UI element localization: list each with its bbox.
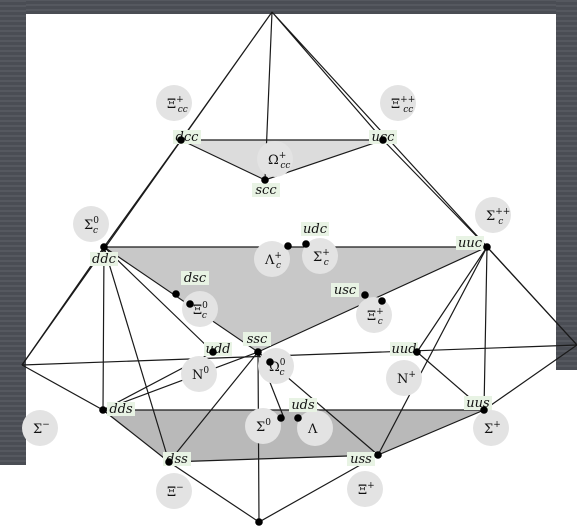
hadron-label-Lambda_c_plus: Λ+ c <box>264 251 282 271</box>
quark-label-uds: uds <box>291 398 315 413</box>
quark-label-ssc: ssc <box>247 332 268 347</box>
hadron-label-Xi_plus: Ξ+ <box>358 481 375 498</box>
dark-background-right <box>556 0 577 370</box>
dark-background-top <box>0 0 577 14</box>
quark-label-udd: udd <box>205 342 230 357</box>
vertex-dot <box>374 451 382 459</box>
vertex-dot <box>379 136 387 144</box>
label-bg-uss <box>347 452 375 466</box>
bubble-Xi_c_zero <box>182 291 218 327</box>
dark-background-left <box>0 0 26 465</box>
hadron-label-Sigma_c_zero: Σ0 c <box>84 216 99 236</box>
bubble-Xi_cc_plus <box>156 85 192 121</box>
vertex-dot <box>172 290 180 298</box>
vertex-dot <box>186 300 194 308</box>
quark-label-scc: scc <box>255 183 277 198</box>
quark-label-usc: usc <box>334 283 357 298</box>
label-bg-ddc <box>90 252 118 266</box>
vertex-dot <box>100 243 108 251</box>
label-bg-usc <box>331 283 359 297</box>
quark-label-ddc: ddc <box>92 252 117 267</box>
bubble-Lambda <box>297 410 333 446</box>
bubble-N_zero <box>181 356 217 392</box>
vertex-dot <box>302 240 310 248</box>
vertex-dot <box>284 242 292 250</box>
bubble-Xi_plus <box>347 471 383 507</box>
vertex-dot <box>254 348 262 356</box>
vertex-dot <box>177 136 185 144</box>
bubble-Sigma_c_plusplus <box>475 197 511 233</box>
bubble-Xi_cc_plusplus <box>380 85 416 121</box>
vertex-dot <box>413 348 421 356</box>
quark-label-uss: uss <box>350 452 372 467</box>
bubble-Xi_minus <box>156 473 192 509</box>
bubble-Lambda_c_plus <box>254 241 290 277</box>
bubble-Sigma_c_plus <box>302 238 338 274</box>
hadron-label-Sigma_minus: Σ− <box>33 420 50 437</box>
hadron-bubbles <box>22 85 511 509</box>
hadron-label-Sigma_c_plusplus: Σ++ c <box>486 207 510 227</box>
label-bg-uuc <box>456 236 484 250</box>
vertex-dot <box>255 518 263 526</box>
quark-label-uud: uud <box>391 342 416 357</box>
label-bg-dsc <box>181 271 209 285</box>
hadron-labels: Ξ+ cc Ξ++ cc Ω+ cc Σ0 c Σ++ c Λ+ c Σ+ c Ξ0 c Ξ+ c Ω0 c N0 N+ Σ… <box>33 95 510 500</box>
label-bg-uud <box>390 342 418 356</box>
middle-plane <box>104 247 487 352</box>
vertex-dot <box>277 414 285 422</box>
bubble-Omega_cc_plus <box>257 141 293 177</box>
quark-label-dsc: dsc <box>184 271 207 286</box>
bubble-Sigma_plus <box>473 410 509 446</box>
hadron-label-Xi_c_zero: Ξ0 c <box>193 301 208 321</box>
vertex-dot <box>378 297 386 305</box>
bubble-Sigma_minus <box>22 410 58 446</box>
hadron-label-Sigma_c_plus: Σ+ c <box>313 248 330 268</box>
bubble-Sigma_c_zero <box>73 206 109 242</box>
vertex-dot <box>165 458 173 466</box>
vertex-dot <box>480 406 488 414</box>
hadron-label-Xi_c_plus: Ξ+ c <box>367 307 384 327</box>
vertex-dot <box>261 176 269 184</box>
bubble-N_plus <box>386 360 422 396</box>
vertex-dot <box>294 414 302 422</box>
quark-label-uuc: uuc <box>458 236 483 251</box>
vertex-dots <box>99 136 491 526</box>
vertex-dot <box>483 243 491 251</box>
bubble-Xi_c_plus <box>356 297 392 333</box>
hadron-label-Sigma_zero: Σ0 <box>256 418 271 435</box>
vertex-dot <box>361 291 369 299</box>
quark-label-udc: udc <box>303 222 328 237</box>
hadron-label-Lambda: Λ <box>307 422 318 437</box>
hadron-label-N_zero: N0 <box>192 366 209 383</box>
label-bg-scc <box>252 183 280 197</box>
hadron-label-Xi_cc_plusplus: Ξ++ cc <box>391 95 415 115</box>
bottom-plane <box>103 410 484 462</box>
hadron-label-Omega_c_zero: Ω0 c <box>269 358 286 378</box>
hadron-label-Sigma_plus: Σ+ <box>484 420 501 437</box>
vertex-dot <box>266 358 274 366</box>
bubble-Sigma_zero <box>245 408 281 444</box>
hadron-label-Omega_cc_plus: Ω+ cc <box>268 151 290 171</box>
vertex-dot <box>209 348 217 356</box>
bubble-Omega_c_zero <box>258 348 294 384</box>
label-bg-ssc <box>243 332 271 346</box>
quark-label-dds: dds <box>109 402 133 417</box>
label-bg-dds <box>107 402 135 416</box>
hadron-label-N_plus: N+ <box>397 370 416 387</box>
hadron-label-Xi_minus: Ξ− <box>167 483 184 500</box>
vertex-dot <box>99 406 107 414</box>
label-bg-uds <box>289 398 317 412</box>
hadron-label-Xi_cc_plus: Ξ+ cc <box>167 95 188 115</box>
label-bg-udc <box>301 222 329 236</box>
